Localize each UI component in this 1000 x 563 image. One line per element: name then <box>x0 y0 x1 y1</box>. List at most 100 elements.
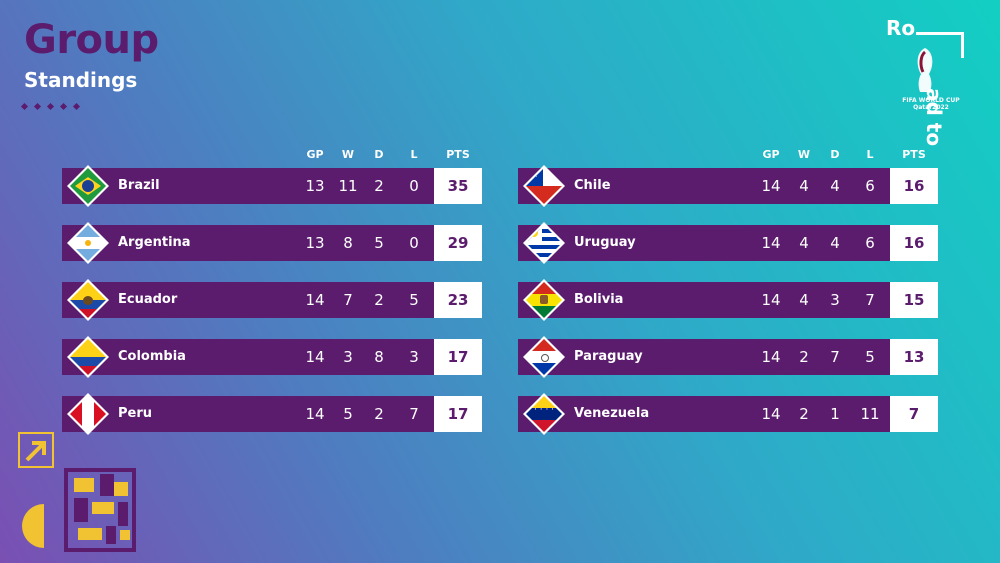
draws: 3 <box>830 291 840 309</box>
points: 13 <box>890 339 938 375</box>
standings-table-left: GP W D L PTS Brazil 13 11 2 0 35 Argenti… <box>62 146 482 435</box>
standings-table-right: GP W D L PTS Chile 14 4 4 6 16 Uruguay 1… <box>518 146 938 435</box>
team-name: Peru <box>118 406 153 421</box>
decorative-dots <box>20 102 81 111</box>
geometric-pattern-icon <box>64 468 136 552</box>
wins: 8 <box>343 234 353 252</box>
table-row: Uruguay 14 4 4 6 16 <box>518 222 938 264</box>
colombia-flag-icon <box>67 336 109 378</box>
draws: 2 <box>374 291 384 309</box>
page-subtitle: Standings <box>24 68 138 92</box>
wins: 3 <box>343 348 353 366</box>
losses: 5 <box>865 348 875 366</box>
event-line2: Qatar2022 <box>913 103 949 111</box>
table-row: Colombia 14 3 8 3 17 <box>62 336 482 378</box>
trophy-icon <box>917 48 933 92</box>
wins: 2 <box>799 348 809 366</box>
team-name: Ecuador <box>118 292 178 307</box>
brazil-flag-icon <box>67 165 109 207</box>
draws: 2 <box>374 405 384 423</box>
draws: 8 <box>374 348 384 366</box>
team-name: Uruguay <box>574 235 636 250</box>
wins: 2 <box>799 405 809 423</box>
losses: 3 <box>409 348 419 366</box>
draws: 1 <box>830 405 840 423</box>
games-played: 13 <box>305 234 325 252</box>
losses: 6 <box>865 177 875 195</box>
wins: 4 <box>799 291 809 309</box>
table-row: Argentina 13 8 5 0 29 <box>62 222 482 264</box>
wins: 7 <box>343 291 353 309</box>
team-name: Argentina <box>118 235 191 250</box>
paraguay-flag-icon <box>523 336 565 378</box>
table-row: Peru 14 5 2 7 17 <box>62 393 482 435</box>
chile-flag-icon <box>523 165 565 207</box>
games-played: 14 <box>761 348 781 366</box>
header-w: W <box>797 148 811 161</box>
games-played: 14 <box>761 234 781 252</box>
logo-line <box>961 32 964 58</box>
wins: 11 <box>338 177 358 195</box>
wins: 4 <box>799 234 809 252</box>
header-gp: GP <box>762 148 780 161</box>
header-pts: PTS <box>902 148 926 161</box>
games-played: 14 <box>305 348 325 366</box>
peru-flag-icon <box>67 393 109 435</box>
draws: 7 <box>830 348 840 366</box>
losses: 7 <box>865 291 875 309</box>
games-played: 14 <box>761 177 781 195</box>
table-row: Paraguay 14 2 7 5 13 <box>518 336 938 378</box>
ecuador-flag-icon <box>67 279 109 321</box>
header-d: D <box>830 148 840 161</box>
table-row: Venezuela 14 2 1 11 7 <box>518 393 938 435</box>
header-l: L <box>410 148 418 161</box>
half-circle-shape <box>22 504 44 548</box>
team-name: Venezuela <box>574 406 650 421</box>
points: 35 <box>434 168 482 204</box>
wins: 4 <box>799 177 809 195</box>
games-played: 14 <box>305 291 325 309</box>
points: 16 <box>890 168 938 204</box>
decorative-pattern <box>18 432 138 552</box>
draws: 4 <box>830 177 840 195</box>
points: 17 <box>434 339 482 375</box>
team-name: Brazil <box>118 178 160 193</box>
losses: 5 <box>409 291 419 309</box>
table-header: GP W D L PTS <box>518 146 938 166</box>
venezuela-flag-icon <box>523 393 565 435</box>
header-w: W <box>341 148 355 161</box>
points: 29 <box>434 225 482 261</box>
page-title: Group <box>24 17 159 63</box>
header-pts: PTS <box>446 148 470 161</box>
wins: 5 <box>343 405 353 423</box>
header-gp: GP <box>306 148 324 161</box>
team-name: Colombia <box>118 349 186 364</box>
team-name: Chile <box>574 178 611 193</box>
games-played: 14 <box>305 405 325 423</box>
games-played: 13 <box>305 177 325 195</box>
points: 15 <box>890 282 938 318</box>
points: 7 <box>890 396 938 432</box>
points: 17 <box>434 396 482 432</box>
argentina-flag-icon <box>67 222 109 264</box>
table-row: Chile 14 4 4 6 16 <box>518 165 938 207</box>
arrow-icon <box>18 432 54 468</box>
team-name: Bolivia <box>574 292 624 307</box>
world-cup-label: FIFA WORLD CUP Qatar2022 <box>898 97 964 112</box>
losses: 6 <box>865 234 875 252</box>
uruguay-flag-icon <box>523 222 565 264</box>
logo-line <box>916 32 962 35</box>
header-d: D <box>374 148 384 161</box>
draws: 4 <box>830 234 840 252</box>
games-played: 14 <box>761 291 781 309</box>
logo-text-ro: Ro <box>886 16 916 40</box>
losses: 7 <box>409 405 419 423</box>
bolivia-flag-icon <box>523 279 565 321</box>
draws: 5 <box>374 234 384 252</box>
games-played: 14 <box>761 405 781 423</box>
event-line1: FIFA WORLD CUP <box>902 97 960 104</box>
points: 16 <box>890 225 938 261</box>
header-l: L <box>866 148 874 161</box>
table-row: Bolivia 14 4 3 7 15 <box>518 279 938 321</box>
team-name: Paraguay <box>574 349 643 364</box>
